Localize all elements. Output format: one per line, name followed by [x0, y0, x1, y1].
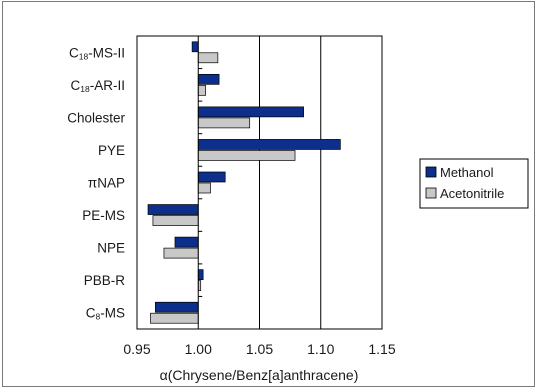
x-axis-title: α(Chrysene/Benz[a]anthracene) [160, 367, 359, 383]
category-label: C18-AR-II [71, 78, 125, 94]
bar-methanol-7 [197, 269, 204, 281]
bar-methanol-8 [155, 301, 199, 313]
bar-acetonitrile-4 [197, 182, 211, 194]
bar-methanol-4 [197, 171, 226, 183]
x-tick-label: 1.00 [185, 341, 212, 357]
category-labels: C18-MS-II C18-AR-II Cholester PYE πNAP PE-MS N… [67, 45, 125, 321]
bar-methanol-2 [197, 106, 304, 118]
category-label: PYE [98, 143, 125, 158]
bar-methanol-3 [197, 139, 341, 150]
legend-swatch-acetonitrile [425, 187, 437, 199]
category-label: PE-MS [82, 208, 125, 223]
bars [147, 41, 341, 324]
plot-area [136, 35, 383, 330]
bar-acetonitrile-1 [197, 84, 206, 96]
x-tick-label: 1.15 [368, 341, 395, 357]
gridlines [259, 36, 322, 329]
legend-box [419, 158, 529, 209]
category-label: PBB-R [84, 273, 126, 288]
bar-acetonitrile-6 [163, 247, 199, 259]
legend-label-acetonitrile: Acetonitrile [440, 186, 504, 201]
x-tick-labels: 0.95 1.00 1.05 1.10 1.15 [123, 341, 395, 357]
category-label: Cholester [67, 110, 125, 125]
bar-acetonitrile-3 [197, 150, 296, 161]
bar-acetonitrile-0 [197, 52, 219, 64]
bar-chart: C18-MS-II C18-AR-II Cholester PYE πNAP PE-MS N… [67, 35, 529, 383]
x-tick-label: 1.10 [307, 341, 334, 357]
category-label: C8-MS [86, 306, 125, 322]
bar-methanol-0 [191, 41, 199, 53]
legend: Methanol Acetonitrile [419, 158, 529, 209]
bar-acetonitrile-2 [197, 117, 251, 129]
bar-acetonitrile-8 [150, 312, 199, 324]
x-tick-label: 0.95 [123, 341, 150, 357]
category-label: πNAP [88, 176, 125, 191]
bar-methanol-6 [174, 236, 199, 248]
x-tick-label: 1.05 [246, 341, 273, 357]
bar-acetonitrile-5 [152, 215, 199, 226]
category-label: NPE [97, 241, 125, 256]
legend-swatch-methanol [425, 166, 437, 178]
category-ticks [198, 35, 203, 330]
category-label: C18-MS-II [69, 45, 125, 61]
bar-methanol-5 [147, 204, 199, 215]
legend-label-methanol: Methanol [440, 165, 494, 180]
bar-methanol-1 [197, 73, 220, 85]
